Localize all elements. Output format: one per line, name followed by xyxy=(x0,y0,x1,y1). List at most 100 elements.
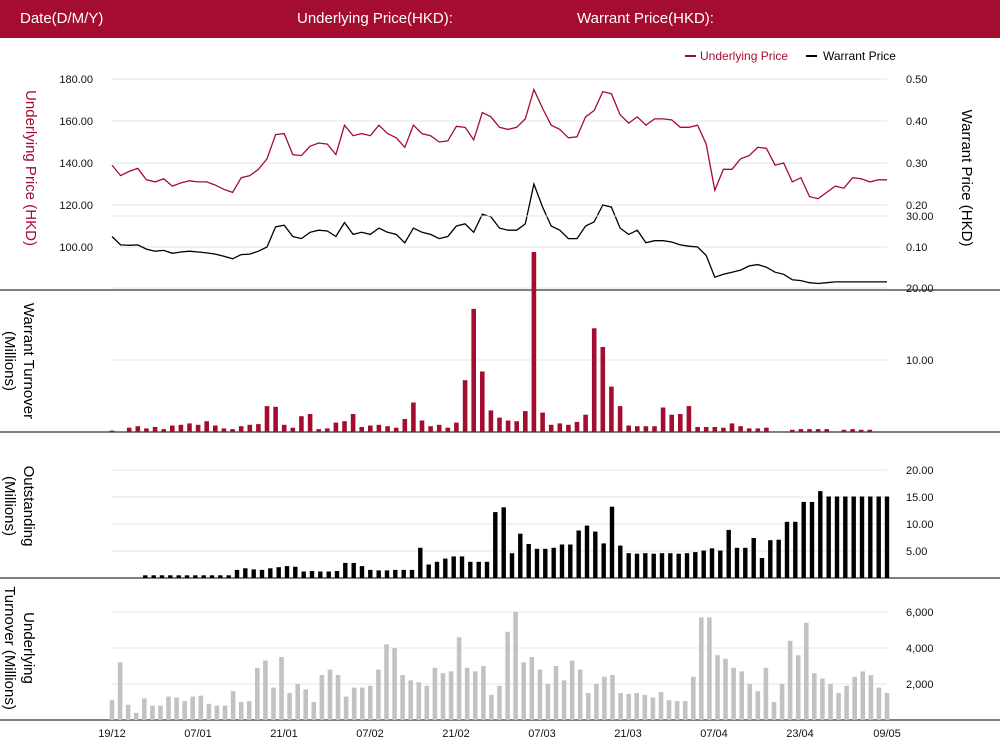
bar xyxy=(876,687,882,720)
bar xyxy=(591,328,597,432)
date-label: Date(D/M/Y) xyxy=(20,10,104,27)
y-tick-label: 20.00 xyxy=(906,465,934,477)
bar xyxy=(473,671,478,720)
bar xyxy=(418,547,423,578)
bar xyxy=(281,424,287,432)
bar xyxy=(256,424,261,432)
bar xyxy=(351,687,357,720)
bar xyxy=(109,430,115,432)
bar xyxy=(456,637,462,720)
bar xyxy=(815,429,821,432)
y-tick-label: 6,000 xyxy=(906,607,934,619)
bar xyxy=(401,569,406,578)
y2-tick-label: 0.20 xyxy=(906,200,927,212)
bar xyxy=(247,424,253,432)
bar xyxy=(738,426,743,432)
bar xyxy=(376,669,381,720)
bar xyxy=(505,631,510,720)
bar xyxy=(618,545,623,578)
bar xyxy=(290,427,296,432)
bar xyxy=(343,562,348,578)
bar xyxy=(117,662,123,720)
y2-tick-label: 0.40 xyxy=(906,116,927,128)
bar xyxy=(651,553,656,578)
y-tick-label: 120.00 xyxy=(59,200,93,212)
underlying-price-label: Underlying Price(HKD): xyxy=(297,10,453,27)
bar xyxy=(287,693,292,720)
bar xyxy=(684,553,690,578)
bar xyxy=(133,712,139,720)
bar xyxy=(333,422,339,432)
bar xyxy=(428,426,433,432)
bar xyxy=(695,427,700,432)
bar xyxy=(276,567,281,578)
bar xyxy=(676,553,681,578)
bar xyxy=(531,252,537,432)
bar xyxy=(402,419,408,432)
bar xyxy=(201,575,206,578)
bar xyxy=(384,570,390,578)
bar xyxy=(316,429,321,432)
bar xyxy=(436,424,442,432)
bar xyxy=(764,427,769,432)
bar xyxy=(561,680,567,720)
bar xyxy=(576,530,581,578)
bar xyxy=(568,544,573,578)
bar xyxy=(408,680,413,720)
bar xyxy=(359,427,364,432)
bar xyxy=(259,569,265,578)
bar xyxy=(488,410,494,432)
bar xyxy=(693,552,698,578)
bar xyxy=(626,425,631,432)
y-axis-label: Outstanding xyxy=(20,466,37,547)
bar xyxy=(841,429,847,432)
bar xyxy=(462,380,468,432)
bar xyxy=(718,550,723,578)
bar xyxy=(195,424,201,432)
y-tick-label: 10.00 xyxy=(906,519,934,531)
bar xyxy=(206,703,212,720)
bar xyxy=(593,531,598,578)
bar xyxy=(518,533,523,578)
bar xyxy=(610,675,615,720)
bar xyxy=(557,423,563,432)
bar xyxy=(691,676,696,720)
bar xyxy=(626,553,631,578)
x-tick-label: 09/05 xyxy=(873,728,901,740)
bar xyxy=(440,673,446,720)
x-tick-label: 19/12 xyxy=(98,728,126,740)
legend: Underlying Price Warrant Price xyxy=(685,49,896,63)
x-tick-label: 21/02 xyxy=(442,728,470,740)
bar xyxy=(707,617,712,720)
bar xyxy=(484,561,490,578)
bar xyxy=(264,406,270,432)
bar xyxy=(884,693,890,720)
bar xyxy=(109,700,115,720)
bar xyxy=(618,693,623,720)
bar xyxy=(577,669,583,720)
bar xyxy=(850,429,855,432)
bar xyxy=(161,429,166,432)
bar xyxy=(807,429,812,432)
bar xyxy=(699,617,704,720)
bar xyxy=(586,693,591,720)
bar xyxy=(144,428,149,432)
bar xyxy=(795,655,801,720)
x-tick-label: 07/04 xyxy=(700,728,728,740)
bar xyxy=(820,678,825,720)
bar xyxy=(551,547,556,578)
bar xyxy=(726,529,731,578)
y-tick-label: 140.00 xyxy=(59,158,93,170)
bar xyxy=(513,612,518,720)
bar xyxy=(135,426,141,432)
bar xyxy=(804,622,809,720)
bar xyxy=(263,660,268,720)
bar xyxy=(809,501,815,578)
bar xyxy=(790,429,795,432)
bar xyxy=(669,414,674,432)
y-axis-label-unit: Turnover (Millions) xyxy=(1,586,18,710)
bar xyxy=(184,575,190,578)
bar xyxy=(650,697,656,720)
y2-axis-label: Warrant Price (HKD) xyxy=(958,110,975,247)
bar xyxy=(299,416,304,432)
